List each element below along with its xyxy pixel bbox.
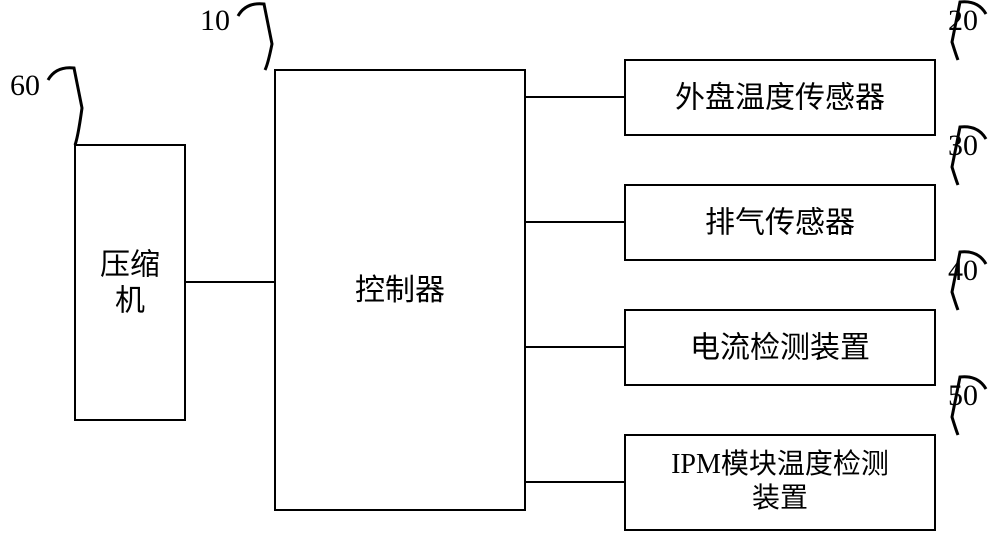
compressor-box — [75, 145, 185, 420]
controller-label: 控制器 — [355, 274, 445, 307]
current-detector-block: 电流检测装置 — [625, 310, 935, 385]
exhaust-sensor-label: 排气传感器 — [705, 207, 855, 240]
leader-number-outer_temp_sensor: 20 — [948, 4, 978, 37]
leader-number-compressor: 60 — [10, 69, 40, 102]
outer-temp-sensor-label: 外盘温度传感器 — [675, 82, 885, 115]
compressor-block: 压缩 机 — [75, 145, 185, 420]
compressor-label-line1: 压缩 — [100, 249, 160, 282]
current-detector-label: 电流检测装置 — [690, 332, 870, 365]
leader-hook-compressor — [48, 68, 82, 145]
ipm-module-label-line2: 装置 — [752, 482, 808, 514]
leader-hook-controller — [238, 4, 272, 70]
ipm-module-label-line1: IPM模块温度检测 — [671, 448, 889, 480]
leader-number-controller: 10 — [200, 4, 230, 37]
outer-temp-sensor-block: 外盘温度传感器 — [625, 60, 935, 135]
leader-number-current_detector: 40 — [948, 254, 978, 287]
ipm-module-block: IPM模块温度检测 装置 — [625, 435, 935, 530]
controller-block: 控制器 — [275, 70, 525, 510]
leader-number-ipm_module: 50 — [948, 379, 978, 412]
leader-number-exhaust_sensor: 30 — [948, 129, 978, 162]
exhaust-sensor-block: 排气传感器 — [625, 185, 935, 260]
block-diagram: 压缩 机 控制器 外盘温度传感器 排气传感器 电流检测装置 IPM模块温度检测 … — [0, 0, 1000, 548]
compressor-label-line2: 机 — [115, 285, 145, 318]
